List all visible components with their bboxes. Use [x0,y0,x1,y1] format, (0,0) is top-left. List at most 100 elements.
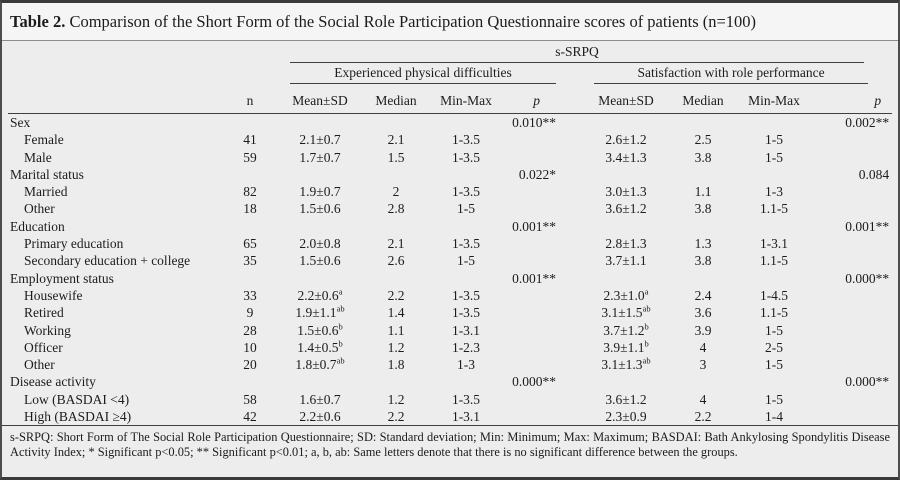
table-header: s-SRPQ Experienced physical difficulties… [8,41,893,114]
cell-satisfaction-p [808,322,892,339]
group-header-physical: Experienced physical difficulties [290,65,556,84]
cell-physical-p [500,183,556,200]
cell-n [220,166,280,183]
cell-physical-median: 1.5 [387,149,405,165]
row-label: Other [24,357,55,373]
cell-physical-p [500,252,556,269]
cell-satisfaction-mean-sd [586,270,666,287]
cell-gap [556,218,586,235]
cell-physical-min-max [432,270,500,287]
cell-satisfaction-mean-sd: 3.6±1.2 [605,391,647,407]
srpq-span-header: s-SRPQ [290,44,865,63]
table-row-sub: Married 82 1.9±0.7 2 1-3.5 3.0±1.3 1.1 1-3 [8,183,892,200]
cell-physical-min-max: 1-3.1 [451,409,481,425]
table-row-sub: Other 18 1.5±0.6 2.8 1-5 3.6±1.2 3.8 1.1-5 [8,200,892,217]
cell-satisfaction-p [808,356,892,373]
cell-satisfaction-median: 2.4 [694,287,712,303]
cell-satisfaction-min-max: 1-5 [765,132,783,148]
cell-n: 9 [246,305,254,321]
cell-physical-median: 2.1 [387,236,405,252]
cell-satisfaction-min-max: 1.1-5 [759,305,789,321]
cell-gap [556,339,586,356]
cell-gap [556,270,586,287]
cell-satisfaction-min-max [740,373,808,390]
cell-satisfaction-min-max: 1-5 [765,391,783,407]
cell-satisfaction-min-max [740,270,808,287]
significance-letter: ab [642,303,651,314]
cell-physical-p [500,287,556,304]
cell-gap [556,131,586,148]
cell-physical-min-max: 1-3.5 [451,132,481,148]
row-label: Housewife [24,287,83,303]
col-header-min-max-physical: Min-Max [432,84,500,114]
cell-physical-median: 2 [392,184,400,200]
col-header-p-satisfaction: p [808,84,893,114]
cell-physical-median: 2.2 [387,409,405,425]
cell-physical-min-max: 1-3.5 [451,149,481,165]
cell-satisfaction-p [808,252,892,269]
footnote: s-SRPQ: Short Form of The Social Role Pa… [2,425,898,459]
cell-gap [556,252,586,269]
cell-gap [556,304,586,321]
row-label: High (BASDAI ≥4) [24,409,132,425]
cell-physical-min-max: 1-3.1 [451,322,481,338]
cell-n [220,218,280,235]
header-row-groups: Experienced physical difficulties Satisf… [8,63,892,84]
cell-physical-min-max: 1-5 [457,201,475,217]
cell-satisfaction-mean-sd: 2.8±1.3 [605,236,647,252]
cell-gap [556,322,586,339]
header-row-columns: n Mean±SD Median Min-Max p Mean±SD Media… [8,84,893,114]
cell-gap [556,356,586,373]
cell-physical-min-max [432,114,500,132]
cell-physical-median: 2.1 [387,132,405,148]
cell-satisfaction-median: 3.8 [694,149,712,165]
cell-gap [556,114,586,132]
col-header-mean-sd-physical: Mean±SD [280,84,360,114]
cell-n: 82 [243,184,257,200]
row-label: Working [24,322,71,338]
cell-n: 33 [243,287,257,303]
cell-satisfaction-p: 0.000** [845,270,890,286]
cell-satisfaction-mean-sd: 3.7±1.1 [605,253,647,269]
row-label: Married [24,184,68,200]
row-label: Marital status [10,166,84,182]
cell-n: 59 [243,149,257,165]
row-label: Low (BASDAI <4) [24,391,130,407]
cell-physical-mean-sd [280,270,360,287]
cell-n: 18 [243,201,257,217]
cell-satisfaction-p [808,183,892,200]
cell-physical-min-max: 1-3.5 [451,184,481,200]
cell-satisfaction-median [666,166,740,183]
row-label: Officer [24,339,63,355]
cell-satisfaction-min-max: 1-3.1 [759,236,789,252]
cell-physical-mean-sd [280,218,360,235]
cell-gap [556,235,586,252]
cell-physical-p [500,131,556,148]
significance-letter: ab [642,355,651,366]
header-spacer [8,84,220,114]
cell-satisfaction-median: 3.6 [694,305,712,321]
row-label: Sex [10,115,31,130]
cell-physical-min-max [432,166,500,183]
table-row-sub: Primary education 65 2.0±0.8 2.1 1-3.5 2.8±1.… [8,235,892,252]
cell-satisfaction-mean-sd [586,373,666,390]
cell-satisfaction-p: 0.000** [845,374,890,390]
cell-satisfaction-p [808,408,892,425]
cell-physical-min-max: 1-3 [457,357,475,373]
significance-letter: b [644,321,649,332]
cell-satisfaction-p: 0.001** [845,218,890,234]
cell-n: 35 [243,253,257,269]
cell-physical-p: 0.001** [512,218,556,234]
table-body: Sex 0.010** 0.002** Female 41 2.1±0.7 2.1 1-3.5… [8,114,892,426]
cell-physical-min-max [432,373,500,390]
cell-satisfaction-p [808,287,892,304]
cell-n: 10 [243,339,257,355]
cell-n: 28 [243,322,257,338]
cell-satisfaction-mean-sd: 2.3±1.0a [603,286,649,303]
group-cell-satisfaction: Satisfaction with role performance [586,63,892,84]
cell-satisfaction-median: 4 [699,391,707,407]
col-header-min-max-satisfaction: Min-Max [740,84,808,114]
cell-satisfaction-min-max: 1.1-5 [759,201,789,217]
cell-satisfaction-median: 3 [699,357,707,373]
significance-letter: b [644,338,649,349]
